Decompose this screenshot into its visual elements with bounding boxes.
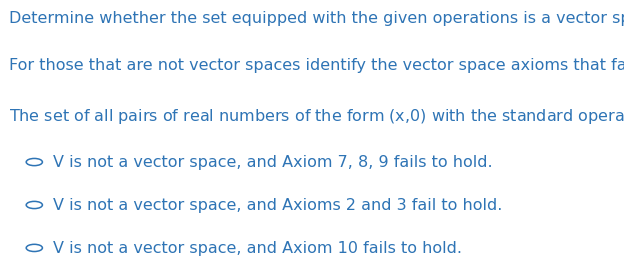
Text: Determine whether the set equipped with the given operations is a vector space.: Determine whether the set equipped with …: [9, 11, 624, 26]
Text: For those that are not vector spaces identify the vector space axioms that fail.: For those that are not vector spaces ide…: [9, 58, 624, 73]
Text: V is not a vector space, and Axioms 2 and 3 fail to hold.: V is not a vector space, and Axioms 2 an…: [53, 198, 502, 213]
Text: V is not a vector space, and Axiom 10 fails to hold.: V is not a vector space, and Axiom 10 fa…: [53, 241, 462, 256]
Text: The set of all pairs of real numbers of the form (x,0) with the standard operati: The set of all pairs of real numbers of …: [9, 105, 624, 127]
Text: V is not a vector space, and Axiom 7, 8, 9 fails to hold.: V is not a vector space, and Axiom 7, 8,…: [53, 155, 493, 170]
